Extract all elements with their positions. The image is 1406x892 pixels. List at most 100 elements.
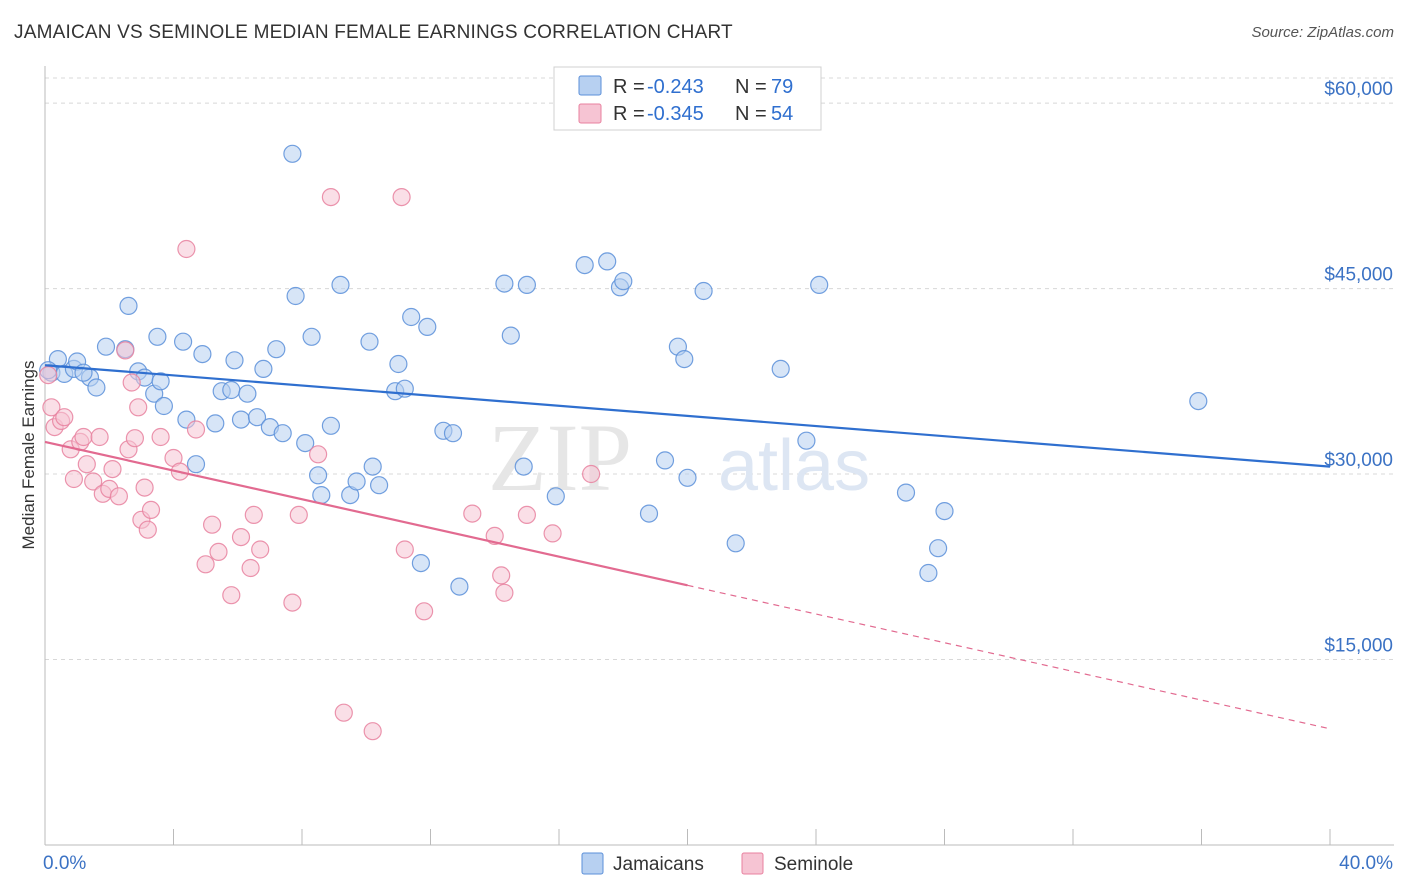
data-point-jamaicans	[186, 455, 206, 474]
seminole-swatch	[578, 103, 602, 124]
data-point-seminole	[196, 555, 215, 574]
data-point-seminole	[177, 239, 196, 259]
data-point-jamaicans	[119, 296, 138, 315]
data-point-seminole	[241, 558, 260, 578]
data-point-seminole	[495, 583, 514, 602]
data-point-seminole	[135, 478, 154, 497]
jamaicans-n-value: 79	[771, 76, 793, 98]
data-point-jamaicans	[402, 307, 421, 327]
data-points	[39, 144, 1208, 741]
y-axis-label: Median Female Earnings	[19, 361, 38, 550]
legend-jamaicans-swatch	[581, 852, 604, 875]
chart-source: Source: ZipAtlas.com	[1251, 24, 1394, 41]
trend-line-extension-seminole	[687, 584, 1331, 730]
data-point-jamaicans	[331, 275, 350, 294]
data-point-jamaicans	[495, 274, 514, 293]
data-point-jamaicans	[174, 332, 193, 351]
data-point-seminole	[222, 586, 241, 605]
data-point-seminole	[116, 341, 135, 360]
data-point-jamaicans	[154, 396, 173, 416]
data-point-jamaicans	[286, 286, 305, 306]
data-point-seminole	[581, 464, 601, 484]
y-tick-label: $60,000	[1324, 79, 1393, 100]
data-point-jamaicans	[321, 416, 340, 435]
data-point-jamaicans	[312, 486, 331, 505]
data-point-seminole	[203, 515, 222, 534]
trend-line-seminole	[44, 440, 688, 587]
data-point-jamaicans	[797, 431, 816, 450]
data-point-jamaicans	[370, 476, 389, 495]
data-point-seminole	[186, 420, 206, 439]
data-point-seminole	[209, 542, 228, 562]
watermark-atlas: atlas	[718, 426, 870, 506]
data-point-jamaicans	[771, 359, 790, 378]
data-point-seminole	[141, 500, 161, 519]
data-point-seminole	[103, 460, 122, 479]
data-point-seminole	[64, 469, 84, 489]
data-point-seminole	[492, 566, 511, 585]
seminole-n-value: 54	[771, 103, 793, 125]
data-point-jamaicans	[501, 326, 520, 345]
jamaicans-r-label: R =	[613, 76, 645, 98]
data-point-seminole	[231, 527, 251, 547]
data-point-seminole	[485, 526, 504, 546]
y-tick-label: $15,000	[1324, 636, 1393, 657]
data-point-jamaicans	[273, 424, 292, 443]
data-point-jamaicans	[231, 410, 251, 429]
y-tick-label: $45,000	[1324, 265, 1393, 286]
data-point-seminole	[289, 505, 308, 525]
stats-box: R = -0.243 N = 79 R = -0.345 N = 54	[553, 66, 822, 131]
data-point-jamaicans	[678, 468, 697, 487]
data-point-seminole	[55, 408, 74, 427]
data-point-seminole	[125, 429, 144, 448]
data-point-jamaicans	[363, 457, 382, 476]
x-tick-label-min: 0.0%	[43, 853, 86, 874]
data-point-jamaicans	[675, 350, 694, 369]
data-point-jamaicans	[347, 472, 366, 491]
data-point-jamaicans	[360, 332, 379, 351]
data-point-jamaicans	[517, 275, 537, 294]
data-point-jamaicans	[726, 534, 745, 553]
data-point-seminole	[77, 455, 96, 474]
data-point-jamaicans	[418, 317, 437, 336]
data-point-seminole	[39, 366, 58, 385]
data-point-seminole	[463, 504, 482, 523]
data-point-seminole	[415, 602, 434, 621]
data-point-seminole	[122, 373, 141, 392]
data-point-seminole	[392, 188, 411, 207]
data-point-jamaicans	[296, 434, 315, 453]
legend-seminole-label: Seminole	[774, 854, 853, 875]
data-point-jamaicans	[575, 256, 594, 275]
data-point-jamaicans	[238, 384, 257, 403]
data-point-seminole	[138, 520, 157, 539]
data-point-jamaicans	[193, 345, 212, 364]
data-point-seminole	[251, 540, 270, 559]
chart-title: JAMAICAN VS SEMINOLE MEDIAN FEMALE EARNI…	[14, 22, 733, 43]
data-point-jamaicans	[598, 252, 617, 271]
data-point-seminole	[309, 445, 328, 464]
data-point-seminole	[517, 505, 537, 525]
data-point-jamaicans	[225, 351, 244, 370]
series-jamaicans	[39, 144, 1208, 596]
data-point-jamaicans	[810, 275, 829, 294]
data-point-jamaicans	[614, 272, 633, 291]
data-point-jamaicans	[389, 354, 408, 374]
data-point-seminole	[90, 427, 109, 447]
data-point-jamaicans	[639, 504, 659, 523]
data-point-jamaicans	[411, 553, 430, 573]
data-point-jamaicans	[450, 577, 469, 596]
data-point-jamaicans	[694, 281, 713, 301]
data-point-jamaicans	[96, 337, 116, 356]
trend-lines	[44, 364, 1331, 730]
jamaicans-n-label: N =	[735, 76, 767, 98]
data-point-jamaicans	[148, 327, 167, 346]
data-point-jamaicans	[514, 457, 533, 476]
data-point-seminole	[109, 487, 129, 506]
data-point-seminole	[395, 540, 414, 559]
data-point-jamaicans	[254, 359, 273, 378]
data-point-jamaicans	[87, 378, 106, 397]
axes: $15,000 $30,000 $45,000 $60,000 0.0% 40.0%	[43, 66, 1394, 874]
data-point-jamaicans	[283, 144, 302, 163]
data-point-jamaicans	[443, 424, 463, 443]
seminole-r-label: R =	[613, 103, 645, 125]
